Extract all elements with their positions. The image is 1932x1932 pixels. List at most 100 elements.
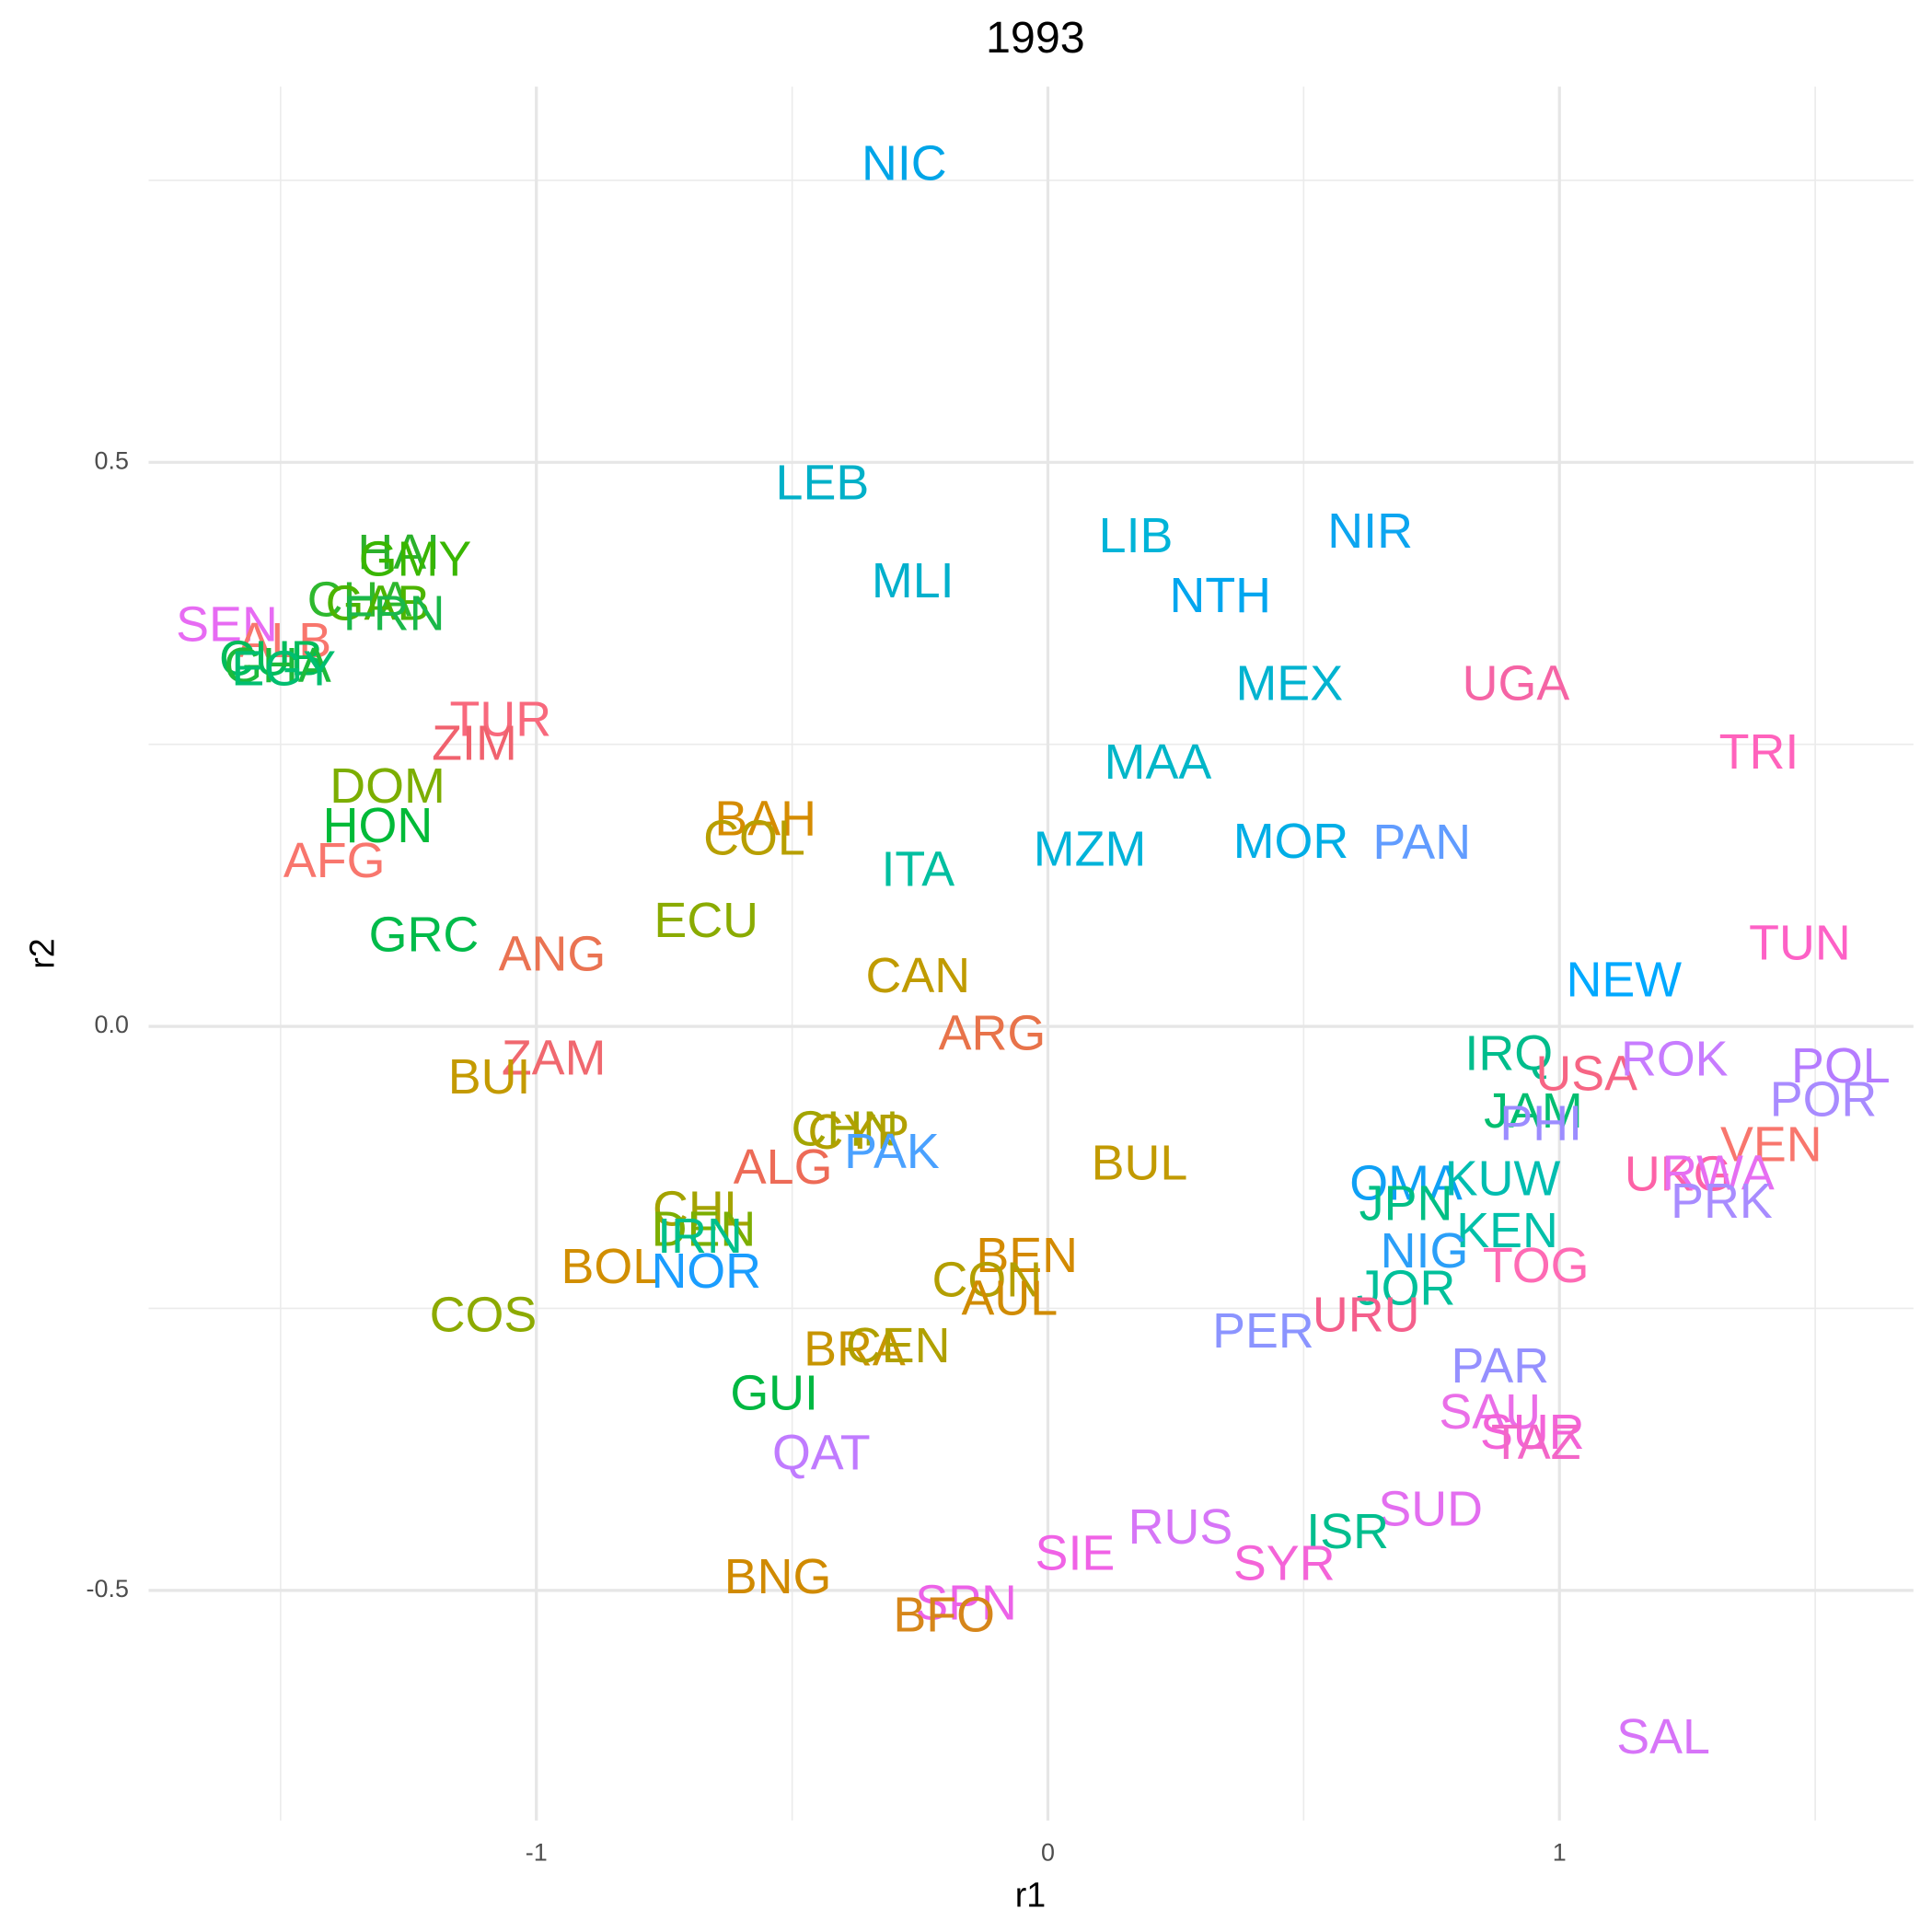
point-label: PAN [1372,815,1471,870]
point-label: ALG [734,1140,833,1195]
point-label: ROK [1621,1032,1729,1087]
point-label: QAT [772,1425,871,1480]
point-label: NOR [651,1244,761,1299]
point-label: TUR [450,692,552,747]
point-label: ANG [499,927,607,982]
point-label: IRQ [1464,1025,1553,1081]
point-label: HON [323,798,434,853]
point-label: POR [1770,1072,1878,1128]
point-label: IRN [657,1209,743,1264]
point-label: NIG [1381,1223,1469,1278]
point-label: SIE [1035,1525,1116,1580]
point-label: RWA [1661,1145,1775,1200]
point-label: VEN [1720,1117,1822,1173]
point-label: POL [1791,1038,1891,1093]
point-label: PER [1212,1303,1314,1359]
point-label: BEN [976,1228,1078,1283]
point-label: SAL [1616,1709,1710,1764]
point-label: NIR [1327,503,1413,559]
y-axis-title: r2 [22,938,61,968]
point-label: CHA [307,573,412,628]
y-tick-label: -0.5 [87,1575,129,1602]
point-label: MLI [872,553,954,608]
point-label: GRC [369,908,480,963]
point-label: CAN [866,948,971,1003]
point-label: BUI [448,1049,531,1105]
point-label: NEW [1566,953,1682,1008]
point-label: OMA [1349,1155,1463,1210]
chart-title: 1993 [986,13,1085,63]
point-label: NIC [862,135,947,191]
point-label: BFO [893,1588,995,1643]
point-label: SYR [1233,1535,1336,1591]
point-label: GMY [359,532,472,587]
point-label: LEB [776,455,870,510]
point-label: SAU [1439,1384,1541,1440]
point-label: COS [430,1288,538,1343]
point-label: GUI [730,1365,818,1420]
point-label: MOR [1233,814,1349,869]
point-label: LIB [1099,508,1174,563]
point-label: SPN [915,1575,1017,1630]
point-label: HAI [357,525,440,580]
point-label: DOM [330,758,445,814]
point-label: MZM [1034,822,1147,877]
point-label: FRN [343,585,445,641]
point-label: TRI [1719,724,1799,780]
x-tick-label: 0 [1041,1838,1055,1866]
point-label: JPN [1359,1175,1453,1231]
point-label: ECU [654,893,758,948]
point-label: ALB [237,613,331,668]
point-label: URU [1313,1288,1420,1343]
point-label: CEN [846,1318,951,1373]
point-label: SUR [1480,1405,1585,1460]
point-label: GHA [224,638,331,693]
point-label: JAM [1484,1083,1583,1139]
point-label: JOR [1357,1260,1456,1315]
point-label: ZAM [502,1030,607,1085]
point-label: PHI [1499,1095,1582,1151]
x-tick-label: 1 [1553,1838,1567,1866]
point-label: MAA [1105,735,1212,790]
point-label: ITA [881,842,954,897]
point-label: MEX [1235,655,1343,711]
point-label: UKG [1625,1147,1732,1202]
point-label: CHL [653,1182,752,1237]
x-tick-label: -1 [526,1838,548,1866]
point-label: KEN [1456,1203,1558,1258]
point-label: USA [1535,1046,1637,1101]
point-label: TOG [1483,1238,1590,1293]
y-tick-label: 0.5 [95,446,129,474]
point-label: KUW [1445,1151,1561,1206]
point-label: ARG [939,1005,1047,1060]
point-label: CHN [792,1102,899,1157]
point-label: UGA [1463,655,1570,711]
point-label: PAK [844,1124,940,1179]
point-label: BNG [724,1549,832,1604]
point-label: BUL [1092,1135,1188,1190]
point-label: COL [703,810,805,865]
point-label: GAB [326,575,431,631]
point-label: TUN [1749,915,1851,970]
point-label: EGY [231,641,336,696]
point-label: SEN [176,597,278,653]
x-axis-title: r1 [1015,1875,1046,1914]
point-label: TAZ [1491,1415,1581,1470]
point-label: NTH [1169,568,1271,623]
point-label: DEN [652,1202,757,1257]
point-label: RUS [1128,1499,1233,1555]
point-label: BOL [561,1239,660,1294]
point-label: BAH [714,791,816,846]
point-label: AFG [283,833,386,888]
y-tick-label: 0.0 [95,1011,129,1038]
point-label: CYP [808,1105,910,1160]
point-label: SUD [1378,1482,1483,1537]
point-label: ZIM [432,715,517,770]
point-label: CUB [219,631,324,686]
point-label: PRK [1671,1174,1773,1229]
point-label: BRA [804,1322,906,1377]
point-label: ISR [1306,1504,1389,1559]
point-label: AUL [961,1270,1058,1325]
